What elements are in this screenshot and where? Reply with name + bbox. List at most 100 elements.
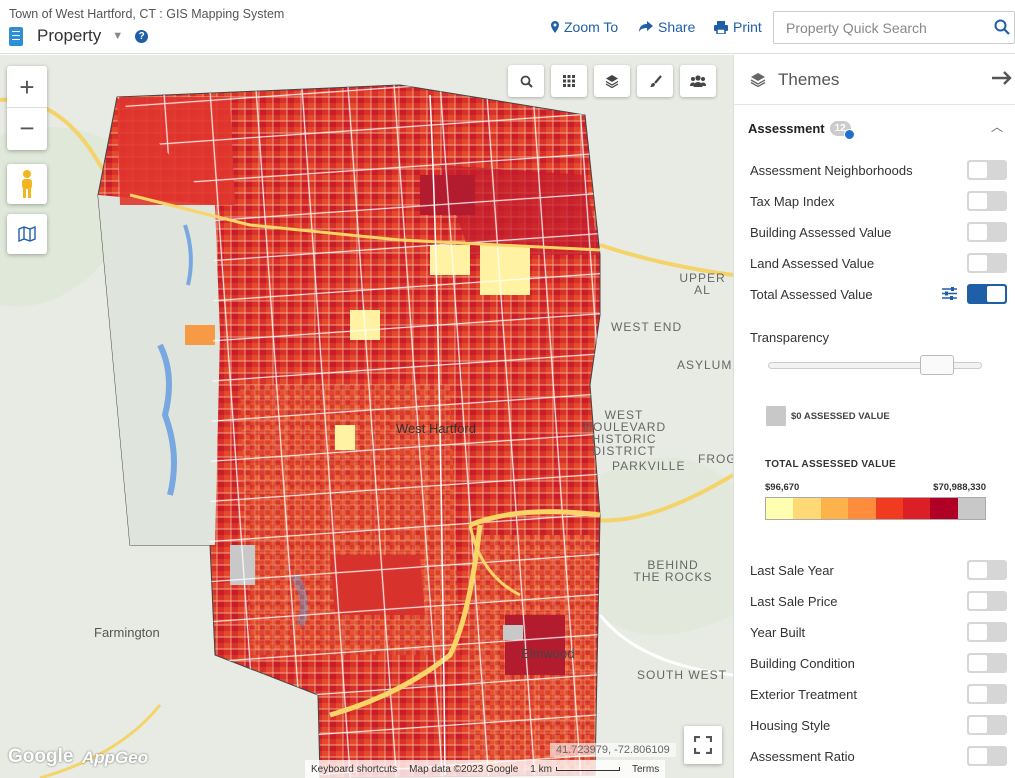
property-search-input[interactable] — [774, 12, 984, 43]
layer-toggle[interactable] — [967, 715, 1007, 735]
legend-swatch-5 — [902, 498, 931, 519]
layer-count-badge: 12 — [829, 121, 855, 140]
layer-toggle[interactable] — [967, 653, 1007, 673]
grid-tool-button[interactable] — [551, 65, 587, 97]
property-search — [773, 11, 1015, 44]
search-icon[interactable] — [994, 19, 1010, 35]
place-label-elmwood: Elmwood — [521, 646, 575, 661]
zoom-controls: + − — [7, 66, 47, 150]
assessment-section-title: Assessment — [748, 121, 825, 136]
layer-label: Year Built — [750, 624, 806, 640]
terms-link[interactable]: Terms — [631, 763, 660, 775]
place-label-behind-the-rocks: BEHIND THE ROCKS — [633, 558, 713, 584]
themes-title: Themes — [778, 69, 840, 89]
app-header: Town of West Hartford, CT : GIS Mapping … — [0, 0, 1015, 54]
layer-row: Assessment Ratio — [750, 745, 1007, 767]
assessment-section-header[interactable]: Assessment 12 — [748, 121, 855, 140]
layer-toggle[interactable] — [967, 591, 1007, 611]
share-label: Share — [658, 19, 696, 35]
legend-swatch-2 — [820, 498, 849, 519]
layer-label: Land Assessed Value — [750, 255, 875, 271]
layer-label: Tax Map Index — [750, 193, 835, 209]
layer-toggle[interactable] — [967, 284, 1007, 304]
app-title: Town of West Hartford, CT : GIS Mapping … — [9, 7, 285, 21]
share-icon — [639, 21, 653, 32]
layer-toggle[interactable] — [967, 684, 1007, 704]
identify-tool-button[interactable] — [508, 65, 544, 97]
legend-min-value: $96,670 — [765, 482, 800, 493]
layer-row: Building Condition — [750, 652, 1007, 674]
fullscreen-icon — [694, 736, 712, 754]
draw-tool-button[interactable] — [637, 65, 673, 97]
layer-name[interactable]: Property — [37, 26, 102, 45]
transparency-slider-handle[interactable] — [920, 355, 955, 375]
caret-down-icon[interactable]: ▼ — [112, 30, 124, 42]
print-label: Print — [733, 19, 762, 35]
legend-swatch-6 — [930, 498, 958, 519]
map-view[interactable]: + − Farmington West Hartford UPPER AL WE… — [0, 55, 733, 778]
place-label-south-west: SOUTH WEST — [637, 668, 727, 682]
layer-label: Last Sale Price — [750, 593, 838, 609]
fullscreen-button[interactable] — [684, 726, 722, 764]
users-icon — [690, 75, 706, 87]
layer-toggle[interactable] — [967, 746, 1007, 766]
layer-row: Land Assessed Value — [750, 252, 1007, 274]
themes-panel: Themes Assessment 12 ︿ Assessment Neighb… — [733, 55, 1015, 778]
layer-selector[interactable]: Property ▼ ? — [9, 26, 149, 46]
layer-label: Total Assessed Value — [750, 286, 873, 302]
collapse-panel-arrow-icon[interactable] — [991, 68, 1013, 88]
layer-row: Total Assessed Value — [750, 283, 1007, 305]
layer-row: Housing Style — [750, 714, 1007, 736]
users-tool-button[interactable] — [680, 65, 716, 97]
place-label-west-hartford: West Hartford — [396, 421, 476, 436]
layer-row: Building Assessed Value — [750, 221, 1007, 243]
layers-icon — [605, 75, 619, 88]
legend-swatch-7 — [957, 498, 985, 519]
place-label-parkville: PARKVILLE — [612, 459, 686, 473]
place-label-west-end: WEST END — [611, 320, 683, 334]
legend-swatch-4 — [875, 498, 903, 519]
basemap-button[interactable] — [7, 214, 47, 254]
print-button[interactable]: Print — [714, 19, 762, 35]
appgeo-logo: AppGeo — [82, 748, 149, 767]
legend-title: TOTAL ASSESSED VALUE — [765, 459, 897, 470]
zoom-to-button[interactable]: Zoom To — [551, 19, 618, 35]
street-view-button[interactable] — [7, 164, 47, 204]
place-label-west-boulevard: WEST BOULEVARD HISTORIC DISTRICT — [584, 408, 667, 458]
map-marker-icon — [551, 21, 559, 33]
layer-label: Building Assessed Value — [750, 224, 892, 240]
layer-toggle[interactable] — [967, 160, 1007, 180]
themes-header: Themes — [734, 55, 1015, 105]
zoom-out-button[interactable]: − — [19, 113, 35, 143]
layer-row: Last Sale Price — [750, 590, 1007, 612]
chevron-up-icon[interactable]: ︿ — [990, 120, 1003, 134]
layer-label: Exterior Treatment — [750, 686, 857, 702]
layer-toggle[interactable] — [967, 191, 1007, 211]
layer-label: Last Sale Year — [750, 562, 834, 578]
map-icon — [18, 226, 36, 242]
share-button[interactable]: Share — [639, 19, 695, 35]
layer-toggle[interactable] — [967, 253, 1007, 273]
scale-bar: 1 km — [530, 764, 620, 775]
help-icon[interactable]: ? — [135, 29, 149, 43]
layer-label: Building Condition — [750, 655, 855, 671]
layer-row: Year Built — [750, 621, 1007, 643]
zoom-in-button[interactable]: + — [7, 67, 47, 108]
place-label-upper-albany: UPPER AL — [679, 271, 726, 297]
map-attribution: Keyboard shortcuts Map data ©2023 Google… — [305, 760, 666, 778]
keyboard-shortcuts-link[interactable]: Keyboard shortcuts — [311, 763, 398, 775]
scale-label: 1 km — [530, 763, 552, 775]
layer-settings-icon[interactable] — [942, 287, 957, 300]
layer-toggle[interactable] — [967, 560, 1007, 580]
place-label-farmington: Farmington — [94, 625, 160, 640]
layers-tool-button[interactable] — [594, 65, 630, 97]
map-data-credit: Map data ©2023 Google — [409, 763, 519, 775]
place-label-asylum: ASYLUM — [677, 358, 733, 372]
legend-color-ramp — [765, 497, 986, 520]
zero-value-swatch — [766, 406, 786, 426]
layer-row: Last Sale Year — [750, 559, 1007, 581]
document-icon — [9, 26, 23, 46]
layer-toggle[interactable] — [967, 222, 1007, 242]
transparency-slider[interactable] — [768, 362, 982, 369]
layer-toggle[interactable] — [967, 622, 1007, 642]
